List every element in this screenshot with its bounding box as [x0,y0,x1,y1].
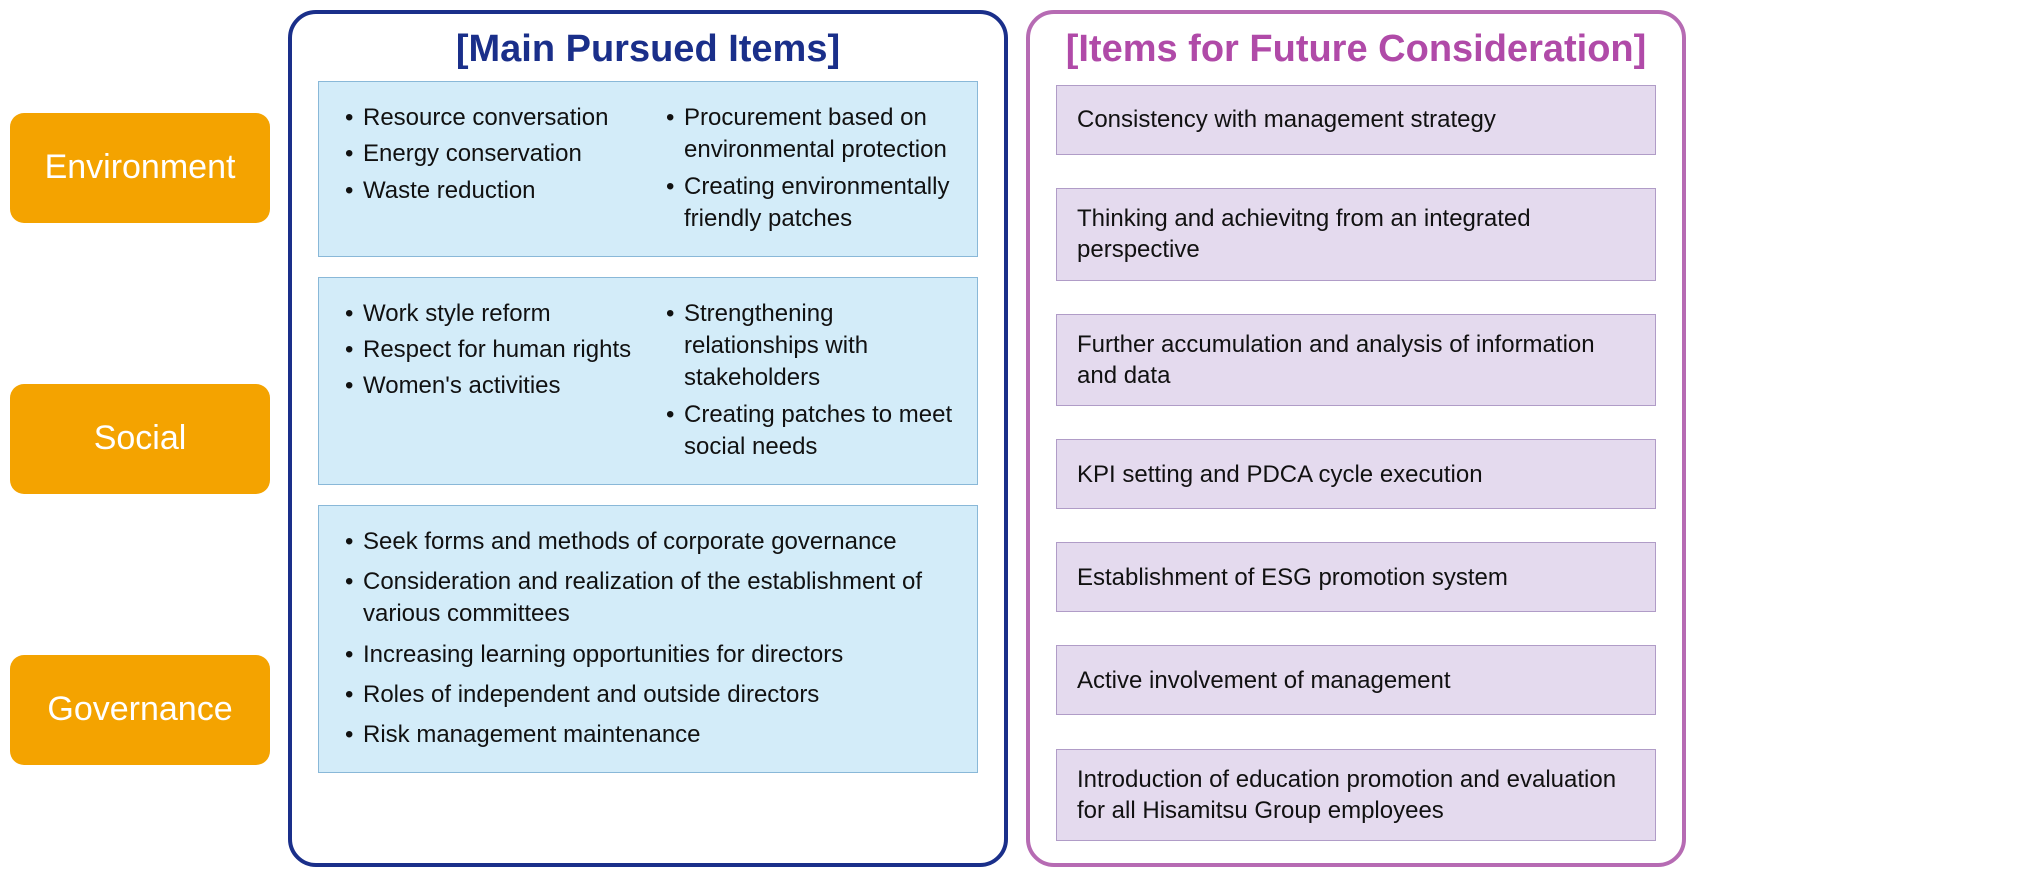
list-item: Energy conservation [345,138,638,170]
block-left-column: Resource conversation Energy conservatio… [345,98,638,240]
list-item: Procurement based on environmental prote… [666,102,959,167]
list-item: Consideration and realization of the est… [345,566,959,631]
future-item-text: Introduction of education promotion and … [1077,764,1635,826]
future-item: Active involvement of management [1056,645,1656,715]
main-block-environment: Resource conversation Energy conservatio… [318,81,978,257]
list-item: Increasing learning opportunities for di… [345,639,959,671]
category-social: Social [10,384,270,494]
future-item: Consistency with management strategy [1056,85,1656,155]
list-item: Respect for human rights [345,334,638,366]
future-item-text: Further accumulation and analysis of inf… [1077,329,1635,391]
list-item: Creating patches to meet social needs [666,399,959,464]
main-block-governance: Seek forms and methods of corporate gove… [318,505,978,773]
future-consideration-panel: [Items for Future Consideration] Consist… [1026,10,1686,867]
future-item-text: Consistency with management strategy [1077,104,1496,135]
future-item-text: Active involvement of management [1077,665,1451,696]
main-panel-title: [Main Pursued Items] [318,28,978,71]
category-label: Environment [45,148,236,187]
future-item: Establishment of ESG promotion system [1056,542,1656,612]
main-pursued-panel: [Main Pursued Items] Resource conversati… [288,10,1008,867]
main-panel-body: Resource conversation Energy conservatio… [318,81,978,841]
block-right-column: Strengthening relationships with stakeho… [666,294,959,468]
main-block-social: Work style reform Respect for human righ… [318,277,978,485]
category-label: Governance [47,690,232,729]
future-panel-body: Consistency with management strategy Thi… [1056,81,1656,841]
block-right-column: Procurement based on environmental prote… [666,98,959,240]
list-item: Work style reform [345,298,638,330]
future-item-text: Thinking and achievitng from an integrat… [1077,203,1635,265]
block-left-column: Work style reform Respect for human righ… [345,294,638,468]
category-label: Social [94,419,187,458]
list-item: Women's activities [345,370,638,402]
list-item: Resource conversation [345,102,638,134]
future-panel-title: [Items for Future Consideration] [1056,28,1656,71]
list-item: Roles of independent and outside directo… [345,679,959,711]
diagram-root: Environment Social Governance [Main Purs… [10,10,2024,867]
list-item: Strengthening relationships with stakeho… [666,298,959,395]
category-environment: Environment [10,113,270,223]
list-item: Waste reduction [345,175,638,207]
future-item: Further accumulation and analysis of inf… [1056,314,1656,406]
category-column: Environment Social Governance [10,10,270,867]
future-item: Thinking and achievitng from an integrat… [1056,188,1656,280]
category-governance: Governance [10,655,270,765]
list-item: Creating environmentally friendly patche… [666,171,959,236]
future-item: KPI setting and PDCA cycle execution [1056,439,1656,509]
future-item-text: Establishment of ESG promotion system [1077,562,1508,593]
future-item: Introduction of education promotion and … [1056,749,1656,841]
future-item-text: KPI setting and PDCA cycle execution [1077,459,1483,490]
list-item: Risk management maintenance [345,719,959,751]
list-item: Seek forms and methods of corporate gove… [345,526,959,558]
